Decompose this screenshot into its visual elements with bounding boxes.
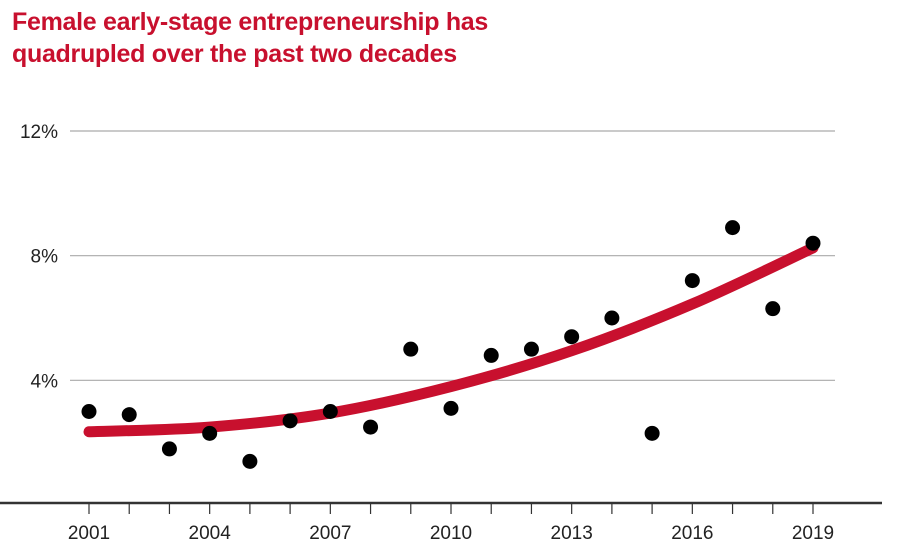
chart-title-line-1: Female early-stage entrepreneurship has: [12, 8, 488, 36]
data-point: [684, 273, 700, 289]
data-point: [121, 407, 137, 423]
data-point: [725, 220, 741, 236]
data-point: [161, 441, 177, 457]
data-point: [282, 413, 298, 429]
x-tick-label: 2007: [309, 523, 351, 544]
data-point: [523, 341, 539, 357]
data-point: [242, 453, 258, 469]
x-tick-label: 2010: [430, 523, 472, 544]
data-point: [403, 341, 419, 357]
data-point: [564, 329, 580, 345]
y-tick-label: 4%: [31, 371, 59, 392]
data-point: [202, 425, 218, 441]
x-tick-label: 2013: [551, 523, 593, 544]
data-point: [363, 419, 379, 435]
data-point: [765, 301, 781, 317]
x-tick-label: 2019: [792, 523, 834, 544]
x-tick-label: 2016: [671, 523, 713, 544]
data-point: [443, 400, 459, 416]
data-point: [805, 235, 821, 251]
data-point: [81, 404, 97, 419]
chart-title: Female early-stage entrepreneurship has …: [12, 6, 488, 70]
data-point: [604, 310, 620, 326]
y-tick-label: 8%: [31, 247, 59, 268]
data-point: [483, 347, 499, 363]
data-point: [644, 425, 660, 441]
y-tick-label: 12%: [20, 122, 58, 143]
data-point: [322, 404, 338, 419]
x-tick-label: 2004: [189, 523, 232, 544]
chart-title-line-2: quadrupled over the past two decades: [12, 40, 457, 68]
x-tick-label: 2001: [68, 523, 110, 544]
